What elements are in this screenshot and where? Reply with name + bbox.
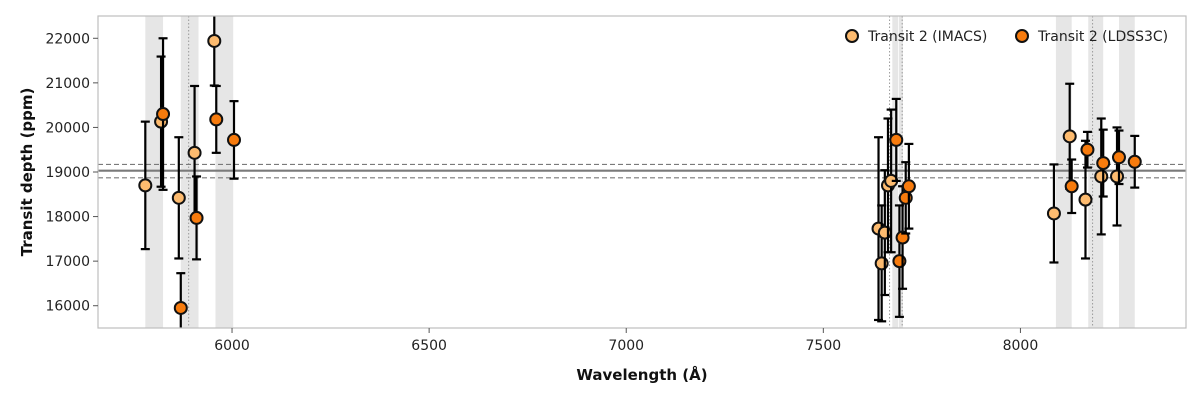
- y-tick-label-0: 16000: [45, 299, 90, 315]
- point-marker: [156, 107, 171, 122]
- point-marker: [1127, 154, 1142, 169]
- data-point-1-12: [1096, 128, 1111, 198]
- data-point-1-10: [1064, 158, 1079, 215]
- x-tick-label-3: 7500: [806, 338, 842, 354]
- data-point-1-0: [156, 37, 171, 191]
- data-point-0-11: [1062, 82, 1077, 191]
- point-marker: [1064, 179, 1079, 194]
- data-point-1-6: [892, 204, 907, 318]
- point-marker: [1111, 150, 1126, 165]
- data-point-1-14: [1127, 134, 1142, 189]
- data-point-1-9: [901, 142, 916, 230]
- y-tick-label-1: 17000: [45, 254, 90, 270]
- x-axis-title: Wavelength (Å): [576, 365, 707, 384]
- mean-depth-lines: [98, 163, 1186, 179]
- point-marker: [189, 210, 204, 225]
- legend: Transit 2 (IMACS) Transit 2 (LDSS3C): [845, 29, 1168, 45]
- data-points: [138, 16, 1142, 328]
- x-tick-label-4: 8000: [1003, 338, 1039, 354]
- data-point-1-1: [173, 272, 188, 328]
- data-point-1-13: [1111, 129, 1126, 186]
- point-marker: [1062, 129, 1077, 144]
- legend-label-ldss3c: Transit 2 (LDSS3C): [1037, 29, 1168, 45]
- point-marker: [1110, 169, 1125, 184]
- legend-label-imacs: Transit 2 (IMACS): [867, 29, 987, 45]
- y-axis-title: Transit depth (ppm): [18, 88, 36, 257]
- y-tick-label-6: 22000: [45, 31, 90, 47]
- shaded-band-4: [899, 16, 903, 328]
- shaded-bands: [145, 16, 1135, 328]
- data-point-0-2: [171, 136, 186, 260]
- x-tick-label-1: 6500: [411, 338, 447, 354]
- point-marker: [1096, 156, 1111, 171]
- shaded-band-7: [1118, 16, 1135, 328]
- shaded-band-1: [180, 16, 199, 328]
- x-tick-label-0: 6000: [214, 338, 250, 354]
- shaded-band-6: [1088, 16, 1104, 328]
- y-tick-label-4: 20000: [45, 120, 90, 136]
- point-marker: [138, 178, 153, 193]
- data-point-1-11: [1080, 130, 1095, 169]
- point-marker: [889, 132, 904, 147]
- data-point-0-10: [1046, 163, 1061, 264]
- data-point-1-3: [209, 84, 224, 154]
- data-point-1-2: [189, 175, 204, 261]
- point-marker: [171, 190, 186, 205]
- x-tick-label-2: 7000: [608, 338, 644, 354]
- point-marker: [187, 145, 202, 160]
- line-markers: [188, 16, 1094, 328]
- y-tick-label-2: 18000: [45, 210, 90, 226]
- y-tick-label-5: 21000: [45, 76, 90, 92]
- point-marker: [1094, 169, 1109, 184]
- y-tick-label-3: 19000: [45, 165, 90, 181]
- legend-marker-ldss3c: [1015, 29, 1029, 43]
- point-marker: [901, 179, 916, 194]
- legend-marker-imacs: [845, 29, 859, 43]
- point-marker: [173, 300, 188, 315]
- plot-frame: [97, 15, 1187, 329]
- shaded-band-5: [1055, 16, 1072, 328]
- shaded-band-2: [215, 16, 234, 328]
- point-marker: [1046, 206, 1061, 221]
- point-marker: [1080, 142, 1095, 157]
- y-axis-ticks: 16000 17000 18000 19000 20000 21000 22000: [45, 31, 98, 315]
- point-marker: [1078, 192, 1093, 207]
- data-point-0-0: [138, 120, 153, 251]
- data-point-1-5: [889, 97, 904, 183]
- point-marker: [209, 112, 224, 127]
- point-marker: [227, 132, 241, 147]
- point-marker: [207, 33, 222, 48]
- data-point-1-4: [227, 100, 241, 180]
- data-point-0-3: [187, 84, 202, 221]
- x-axis-ticks: 6000 6500 7000 7500 8000: [214, 328, 1038, 354]
